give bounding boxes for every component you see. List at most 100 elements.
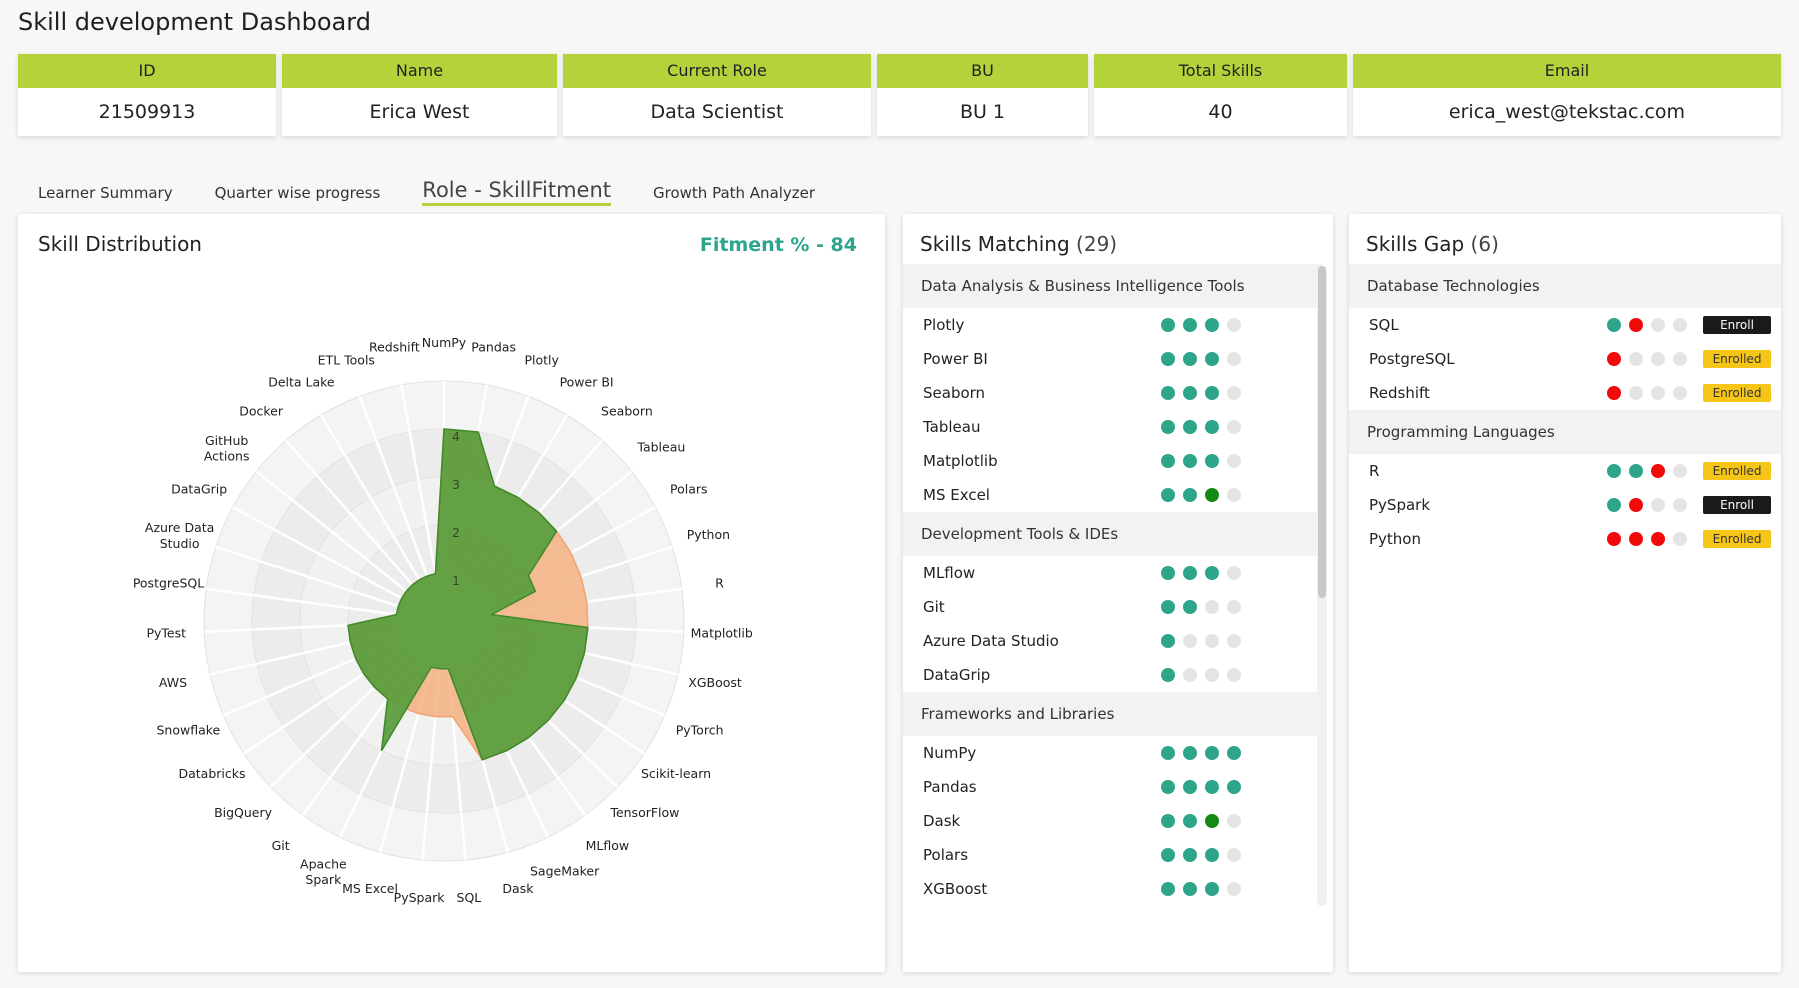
skills-matching-scrollbar[interactable] bbox=[1317, 266, 1327, 906]
radar-category-label: Azure Data Studio bbox=[145, 520, 214, 551]
skills-matching-list[interactable]: Data Analysis & Business Intelligence To… bbox=[903, 264, 1323, 906]
info-value: 40 bbox=[1208, 101, 1233, 123]
radar-tick-label: 1 bbox=[452, 573, 460, 588]
proficiency-dot-teal bbox=[1183, 318, 1197, 332]
skill-name: R bbox=[1369, 462, 1380, 480]
proficiency-dots bbox=[1161, 488, 1241, 502]
proficiency-dot-teal bbox=[1183, 566, 1197, 580]
info-value: Data Scientist bbox=[650, 101, 784, 123]
skills-matching-count: (29) bbox=[1076, 232, 1118, 256]
skill-category-header: Data Analysis & Business Intelligence To… bbox=[903, 264, 1323, 308]
skills-gap-label: Skills Gap bbox=[1366, 232, 1465, 256]
radar-category-label: GitHub Actions bbox=[204, 433, 250, 464]
proficiency-dots bbox=[1161, 814, 1241, 828]
info-bu: BU BU 1 bbox=[877, 54, 1088, 136]
skill-row-xgboost: XGBoost bbox=[913, 872, 1313, 906]
radar-category-label: DataGrip bbox=[171, 481, 227, 496]
skill-name: Python bbox=[1369, 530, 1421, 548]
radar-category-label: NumPy bbox=[422, 335, 467, 350]
enrolled-badge: Enrolled bbox=[1703, 350, 1771, 368]
proficiency-dot-teal bbox=[1205, 566, 1219, 580]
proficiency-dot-red bbox=[1607, 352, 1621, 366]
radar-category-label: Delta Lake bbox=[268, 374, 335, 389]
proficiency-dot-teal bbox=[1161, 420, 1175, 434]
proficiency-dot-teal bbox=[1161, 848, 1175, 862]
proficiency-dot-grey bbox=[1673, 318, 1687, 332]
proficiency-dot-teal bbox=[1183, 746, 1197, 760]
proficiency-dots bbox=[1607, 386, 1687, 400]
proficiency-dots bbox=[1607, 352, 1687, 366]
radar-tick-label: 3 bbox=[452, 477, 460, 492]
skill-row-datagrip: DataGrip bbox=[913, 658, 1313, 692]
tab-learner-summary[interactable]: Learner Summary bbox=[38, 184, 173, 202]
gap-category-list: SQL Enroll PostgreSQL Enrolled Redshift Enrol… bbox=[1349, 308, 1781, 410]
gap-row-python: Python Enrolled bbox=[1359, 522, 1771, 556]
proficiency-dot-teal bbox=[1183, 488, 1197, 502]
skills-gap-panel: Skills Gap (6) Database Technologies SQL E… bbox=[1349, 214, 1781, 972]
skill-name: DataGrip bbox=[923, 666, 991, 684]
skill-row-power-bi: Power BI bbox=[913, 342, 1313, 376]
info-current-role: Current Role Data Scientist bbox=[563, 54, 871, 136]
tab-quarter-wise-progress[interactable]: Quarter wise progress bbox=[214, 184, 381, 202]
radar-series-area bbox=[347, 428, 589, 761]
radar-category-label: MLflow bbox=[586, 838, 630, 853]
proficiency-dot-teal bbox=[1227, 746, 1241, 760]
skill-category-list: Plotly Power BI Seaborn Tableau Matplotlib MS… bbox=[903, 308, 1323, 512]
enroll-button[interactable]: Enroll bbox=[1703, 496, 1771, 514]
proficiency-dot-teal bbox=[1161, 386, 1175, 400]
skill-row-ms-excel: MS Excel bbox=[913, 478, 1313, 512]
scrollbar-thumb[interactable] bbox=[1318, 266, 1326, 598]
proficiency-dots bbox=[1161, 566, 1241, 580]
tab-role-skillfitment[interactable]: Role - SkillFitment bbox=[422, 178, 612, 206]
radar-category-label: PyTest bbox=[146, 625, 186, 640]
skill-name: Git bbox=[923, 598, 945, 616]
skill-name: Redshift bbox=[1369, 384, 1430, 402]
proficiency-dot-grey bbox=[1227, 566, 1241, 580]
proficiency-dot-teal bbox=[1161, 668, 1175, 682]
proficiency-dots bbox=[1607, 318, 1687, 332]
proficiency-dot-teal bbox=[1183, 420, 1197, 434]
proficiency-dot-grey bbox=[1227, 454, 1241, 468]
skill-row-matplotlib: Matplotlib bbox=[913, 444, 1313, 478]
proficiency-dot-teal bbox=[1183, 780, 1197, 794]
proficiency-dot-grey bbox=[1227, 848, 1241, 862]
proficiency-dot-teal bbox=[1161, 318, 1175, 332]
proficiency-dot-teal bbox=[1629, 464, 1643, 478]
radar-category-label: PyTorch bbox=[676, 722, 724, 737]
info-header: Current Role bbox=[563, 54, 871, 88]
radar-category-label: Snowflake bbox=[156, 722, 220, 737]
proficiency-dot-grey bbox=[1673, 386, 1687, 400]
gap-row-sql: SQL Enroll bbox=[1359, 308, 1771, 342]
radar-category-label: PostgreSQL bbox=[133, 576, 204, 591]
proficiency-dot-teal bbox=[1607, 464, 1621, 478]
proficiency-dot-teal bbox=[1205, 386, 1219, 400]
enroll-button[interactable]: Enroll bbox=[1703, 316, 1771, 334]
proficiency-dot-teal bbox=[1161, 746, 1175, 760]
skill-name: NumPy bbox=[923, 744, 977, 762]
skill-name: Azure Data Studio bbox=[923, 632, 1059, 650]
proficiency-dot-grey bbox=[1629, 386, 1643, 400]
radar-category-label: Tableau bbox=[636, 440, 685, 455]
proficiency-dot-teal bbox=[1205, 318, 1219, 332]
proficiency-dot-grey bbox=[1183, 668, 1197, 682]
proficiency-dots bbox=[1161, 600, 1241, 614]
skill-name: SQL bbox=[1369, 316, 1399, 334]
proficiency-dot-red bbox=[1629, 498, 1643, 512]
skill-name: Polars bbox=[923, 846, 969, 864]
tab-growth-path-analyzer[interactable]: Growth Path Analyzer bbox=[653, 184, 816, 202]
proficiency-dot-grey bbox=[1227, 668, 1241, 682]
radar-category-label: Apache Spark bbox=[300, 857, 347, 888]
proficiency-dot-teal bbox=[1205, 848, 1219, 862]
proficiency-dot-grey bbox=[1629, 352, 1643, 366]
radar-category-label: Python bbox=[687, 527, 730, 542]
proficiency-dot-red bbox=[1651, 464, 1665, 478]
radar-category-label: Polars bbox=[670, 481, 708, 496]
radar-tick-label: 2 bbox=[452, 525, 460, 540]
radar-category-label: MS Excel bbox=[342, 881, 398, 896]
radar-category-label: R bbox=[715, 576, 724, 591]
proficiency-dot-teal bbox=[1161, 814, 1175, 828]
skills-matching-panel: Skills Matching (29) Data Analysis & Bus… bbox=[903, 214, 1333, 972]
radar-category-label: Power BI bbox=[560, 374, 614, 389]
proficiency-dot-red bbox=[1607, 386, 1621, 400]
radar-category-label: Docker bbox=[239, 404, 284, 419]
